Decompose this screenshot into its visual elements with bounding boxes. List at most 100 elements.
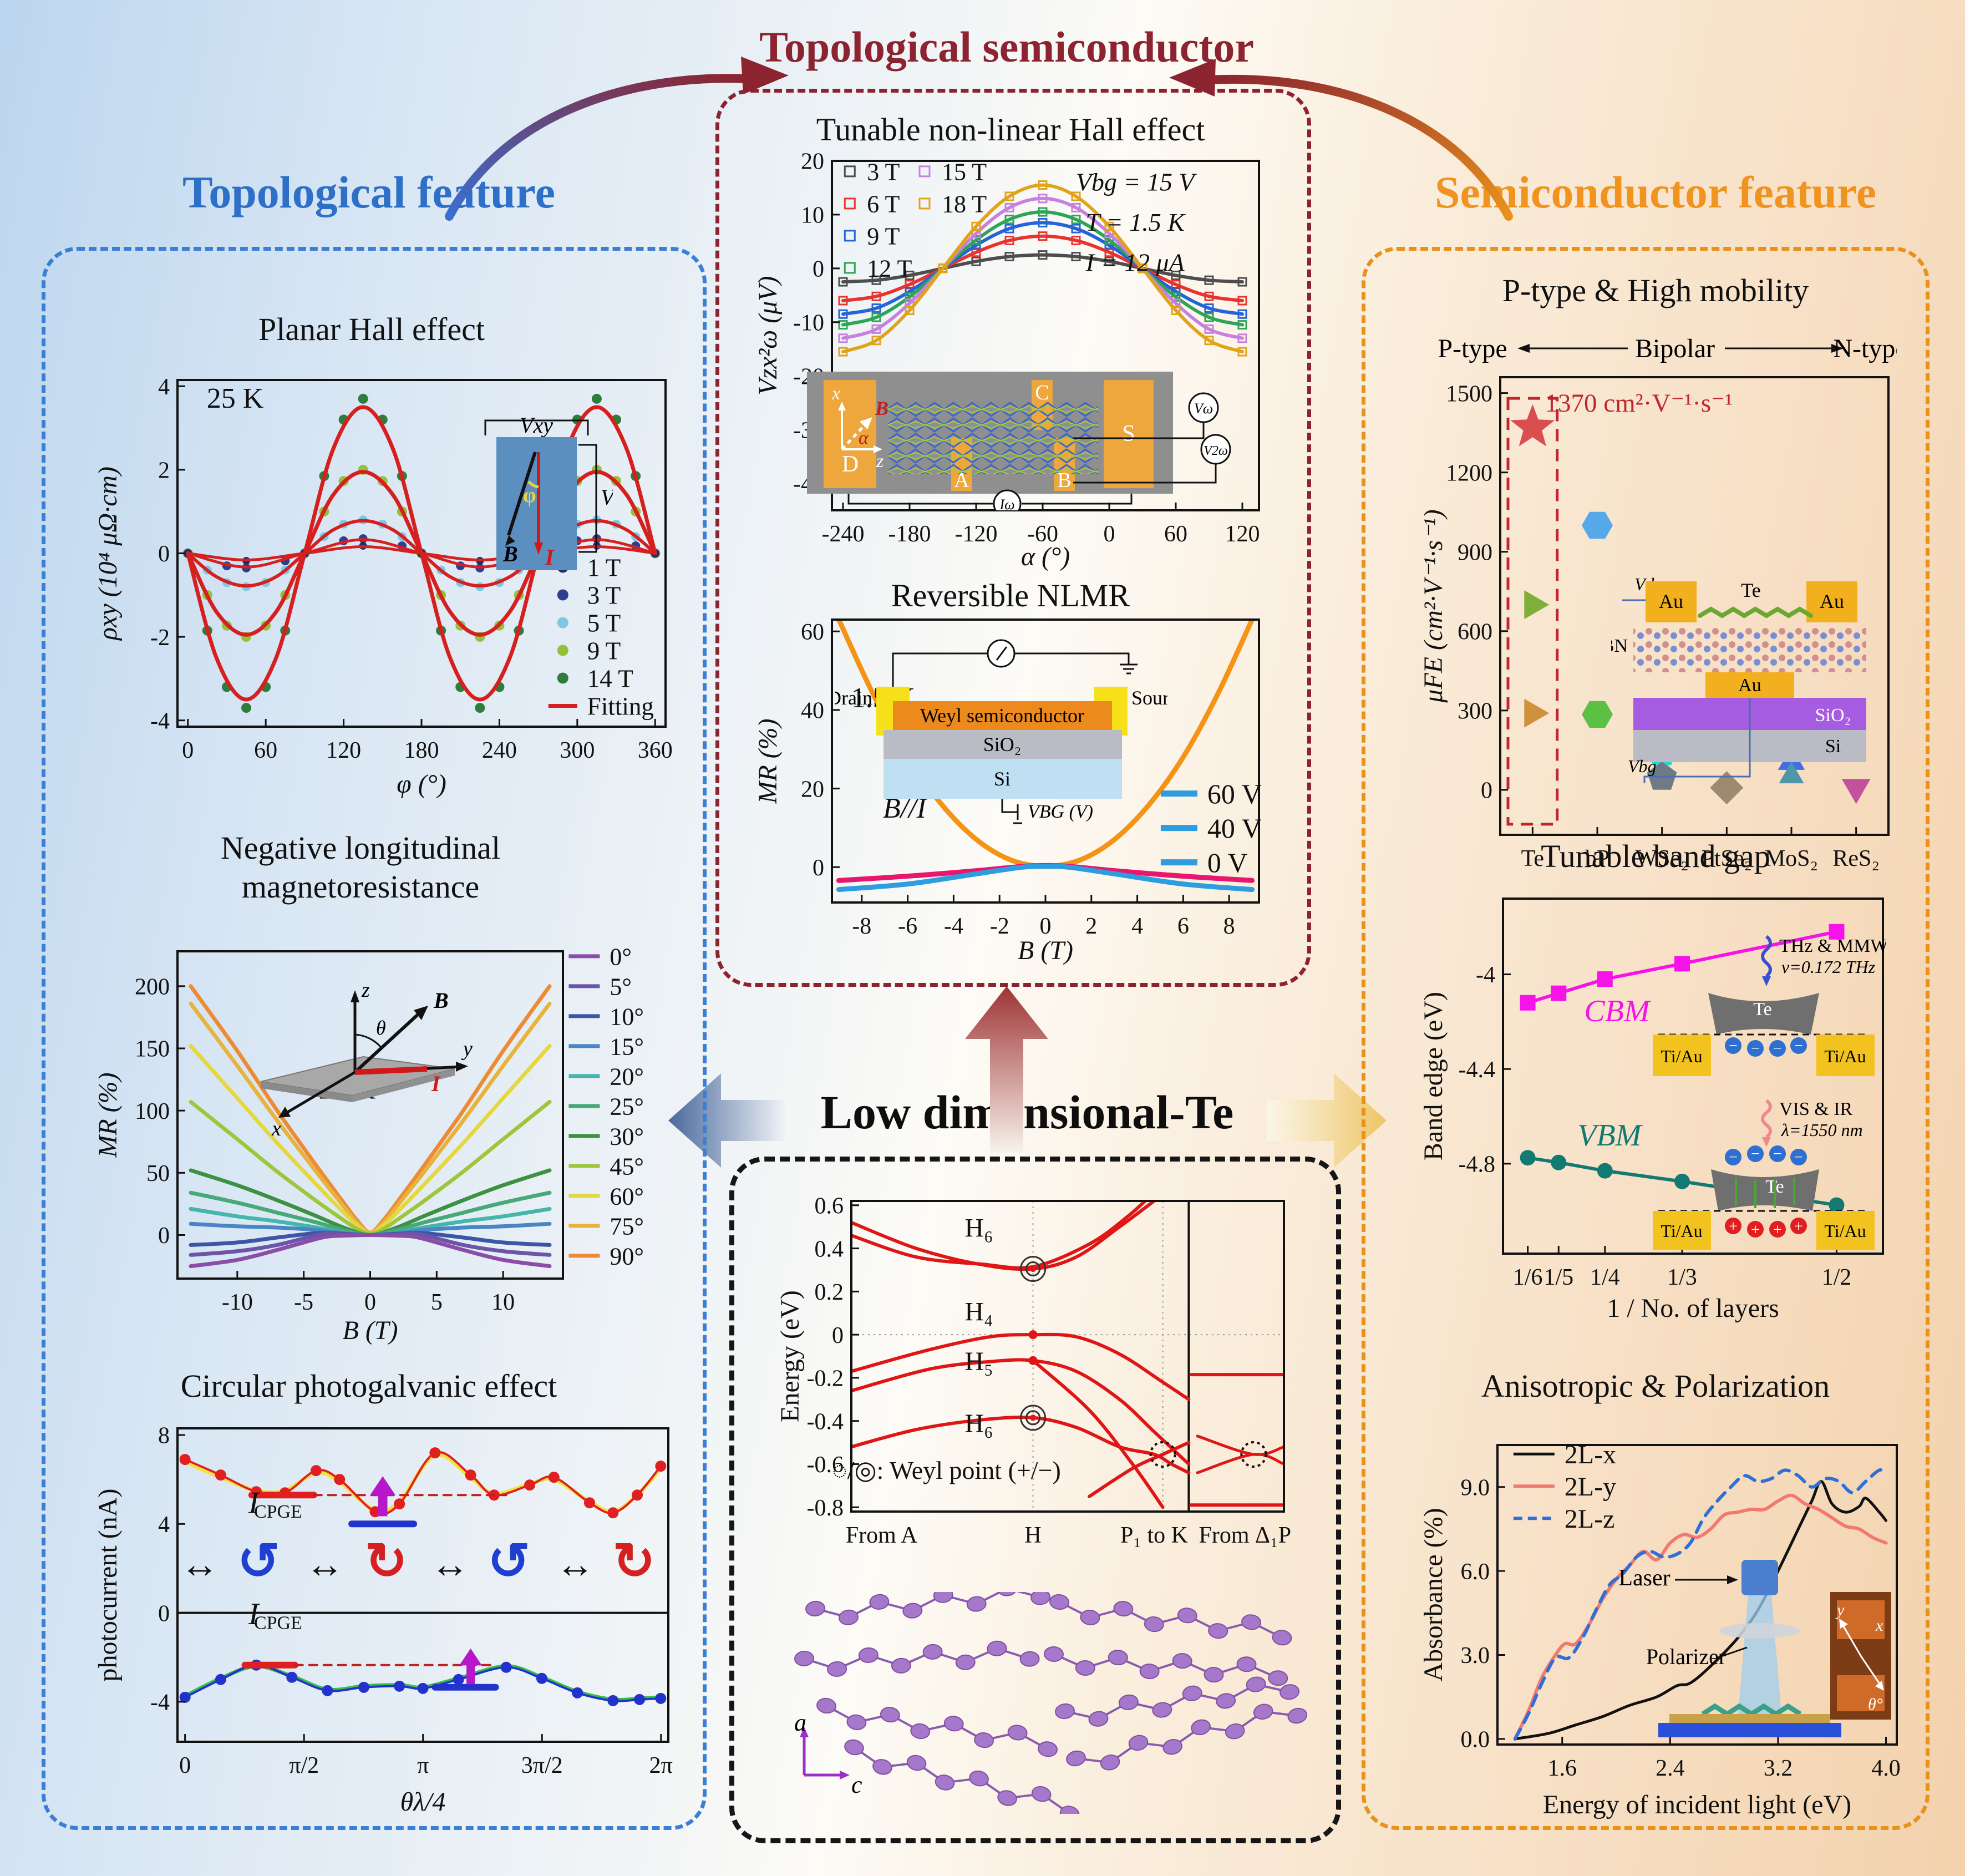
svg-text:-4.4: -4.4	[1459, 1057, 1496, 1083]
svg-text:x: x	[1875, 1616, 1883, 1635]
svg-text:9 T: 9 T	[867, 222, 900, 250]
svg-text:Si: Si	[1825, 736, 1841, 757]
svg-text:Au: Au	[1659, 590, 1683, 612]
svg-text:0 V: 0 V	[1207, 847, 1248, 878]
svg-text:9 T: 9 T	[587, 637, 621, 665]
svg-text:3.2: 3.2	[1764, 1756, 1793, 1781]
svg-text:100: 100	[135, 1099, 170, 1124]
svg-text:Vω: Vω	[1194, 400, 1213, 417]
svg-text:60: 60	[1164, 521, 1187, 547]
svg-text:60: 60	[254, 738, 277, 763]
svg-text:75°: 75°	[610, 1213, 644, 1240]
arrow-up-icon	[965, 986, 1048, 1153]
svg-text:H: H	[1024, 1523, 1041, 1548]
svg-text:-8: -8	[852, 914, 871, 939]
svg-text:◌/◎: Weyl point (+/−): ◌/◎: Weyl point (+/−)	[832, 1456, 1061, 1484]
nlh-device-inset: D A B C S x z B α Vω V2ω Iω	[807, 372, 1231, 510]
svg-text:−: −	[1773, 1040, 1782, 1057]
svg-text:θ°: θ°	[1868, 1695, 1883, 1713]
svg-text:1370 cm²·V⁻¹·s⁻¹: 1370 cm²·V⁻¹·s⁻¹	[1545, 389, 1733, 418]
svg-text:-240: -240	[822, 521, 865, 547]
svg-text:Vbg: Vbg	[1628, 756, 1657, 776]
bandgap-thz-inset: THz & MMW ν=0.172 THz Te Ti/Au Ti/Au − − −…	[1653, 935, 1886, 1076]
rev-nlmr-device-inset: Drain Source Weyl semiconductor SiO₂ Si …	[835, 639, 1167, 824]
svg-text:−: −	[1794, 1037, 1803, 1054]
mobility-header: P-type Bipolar N-type	[1438, 334, 1897, 363]
svg-text:V2ω: V2ω	[1204, 444, 1228, 458]
svg-text:P-type: P-type	[1438, 334, 1507, 363]
svg-text:3 T: 3 T	[867, 158, 900, 185]
svg-text:1/5: 1/5	[1543, 1265, 1573, 1290]
svg-text:Bipolar: Bipolar	[1635, 334, 1715, 363]
svg-text:60°: 60°	[610, 1183, 644, 1210]
svg-text:+: +	[1794, 1218, 1803, 1235]
svg-text:1 T: 1 T	[587, 554, 621, 581]
svg-text:Vxx: Vxx	[601, 485, 613, 510]
svg-text:6: 6	[1177, 914, 1189, 939]
curved-arrow-left-icon	[445, 57, 789, 221]
svg-text:θ: θ	[376, 1017, 386, 1039]
svg-text:+: +	[1729, 1218, 1738, 1235]
svg-text:Au: Au	[1820, 590, 1844, 612]
svg-text:Vzx²ω (μV): Vzx²ω (μV)	[754, 276, 783, 396]
bandgap-title: Tunable band gap	[1541, 838, 1770, 874]
svg-text:120: 120	[1225, 521, 1260, 547]
svg-text:4: 4	[158, 1512, 170, 1538]
svg-text:x: x	[831, 383, 840, 404]
svg-text:60: 60	[801, 620, 824, 645]
nlh-chart: -240-180-120-6006012020100-10-20-30-40α …	[754, 153, 1270, 574]
svg-text:From A: From A	[846, 1523, 918, 1548]
svg-text:Energy of incident light (eV): Energy of incident light (eV)	[1543, 1790, 1851, 1819]
svg-text:H₆: H₆	[964, 1213, 993, 1243]
nlmr-title-1: Negative longitudinal	[220, 830, 501, 866]
svg-text:CPGE: CPGE	[254, 1502, 302, 1522]
svg-text:5°: 5°	[610, 973, 632, 1000]
svg-text:α (°): α (°)	[1021, 542, 1070, 571]
svg-text:Source: Source	[1131, 687, 1167, 709]
svg-text:-10: -10	[222, 1290, 253, 1315]
svg-text:5: 5	[431, 1290, 443, 1315]
svg-text:0.2: 0.2	[815, 1280, 844, 1305]
svg-text:Te: Te	[1753, 999, 1772, 1020]
svg-text:-4: -4	[150, 1690, 170, 1716]
svg-text:-120: -120	[955, 521, 998, 547]
svg-text:2: 2	[158, 458, 170, 484]
svg-text:3π/2: 3π/2	[521, 1753, 563, 1778]
curved-arrow-right-icon	[1169, 59, 1513, 221]
svg-text:0: 0	[364, 1290, 376, 1315]
semiconductor-feature-box	[1362, 247, 1930, 1830]
svg-text:C: C	[1035, 381, 1049, 404]
svg-text:4: 4	[1131, 914, 1143, 939]
svg-text:λ=1550 nm: λ=1550 nm	[1781, 1120, 1863, 1140]
svg-text:90°: 90°	[610, 1243, 644, 1270]
svg-text:0: 0	[832, 1323, 844, 1348]
svg-text:40 V: 40 V	[1207, 813, 1262, 844]
svg-text:MR (%): MR (%)	[94, 1072, 123, 1158]
svg-text:+: +	[1751, 1221, 1760, 1239]
svg-text:0: 0	[813, 257, 824, 282]
svg-text:π: π	[417, 1753, 429, 1778]
svg-text:↻: ↻	[613, 1533, 656, 1590]
svg-text:240: 240	[482, 738, 517, 763]
svg-text:N-type: N-type	[1833, 334, 1897, 363]
svg-text:60 V: 60 V	[1207, 778, 1262, 809]
svg-text:1/6: 1/6	[1513, 1265, 1543, 1290]
svg-text:14 T: 14 T	[587, 665, 633, 692]
svg-text:20: 20	[801, 777, 824, 802]
svg-text:15°: 15°	[610, 1033, 644, 1060]
svg-text:1 / No. of layers: 1 / No. of layers	[1607, 1294, 1779, 1323]
svg-text:1/2: 1/2	[1822, 1265, 1852, 1290]
svg-text:H₆: H₆	[964, 1409, 993, 1438]
svg-text:Si: Si	[994, 768, 1011, 790]
svg-text:25 K: 25 K	[207, 383, 264, 414]
svg-text:150: 150	[135, 1037, 170, 1062]
svg-text:120: 120	[326, 738, 361, 763]
svg-text:360: 360	[638, 738, 673, 763]
svg-text:θλ/4: θλ/4	[400, 1787, 446, 1817]
svg-text:CPGE: CPGE	[254, 1613, 302, 1634]
svg-text:-5: -5	[294, 1290, 313, 1315]
svg-text:Absorbance (%): Absorbance (%)	[1420, 1508, 1448, 1681]
svg-text:I: I	[248, 1486, 260, 1520]
svg-text:VBM: VBM	[1577, 1118, 1643, 1153]
